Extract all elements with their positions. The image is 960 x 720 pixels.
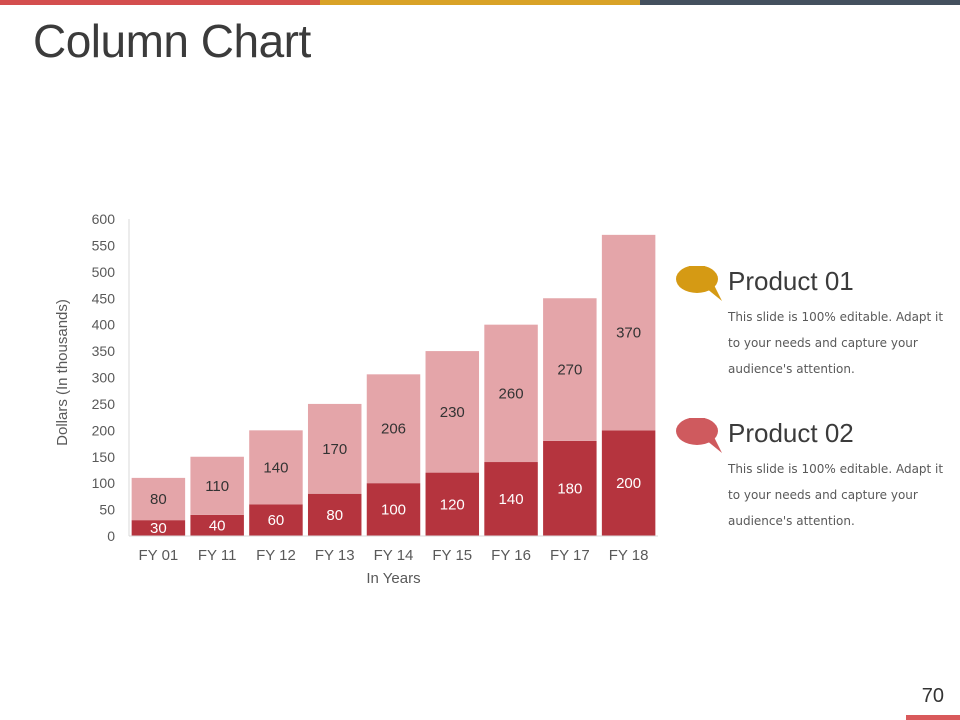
data-label: 140 bbox=[499, 491, 524, 508]
x-tick-label: FY 18 bbox=[609, 547, 649, 564]
y-tick-label: 350 bbox=[92, 343, 116, 359]
top-accent-segment-slate bbox=[640, 0, 960, 5]
bar-product-02 bbox=[366, 483, 421, 536]
y-tick-label: 200 bbox=[92, 422, 116, 438]
top-accent-segment-gold bbox=[320, 0, 640, 5]
slide-title: Column Chart bbox=[33, 15, 311, 67]
x-tick-label: FY 11 bbox=[198, 547, 237, 564]
y-tick-label: 50 bbox=[99, 502, 115, 518]
bar-product-01 bbox=[366, 374, 421, 484]
bar-product-02 bbox=[425, 472, 480, 536]
data-label: 60 bbox=[268, 512, 285, 529]
x-tick-label: FY 15 bbox=[432, 547, 472, 564]
bar-product-01 bbox=[131, 477, 186, 521]
legend-description: This slide is 100% editable. Adapt it to… bbox=[728, 462, 944, 528]
data-label: 100 bbox=[381, 502, 406, 519]
y-tick-label: 0 bbox=[107, 528, 115, 544]
y-tick-label: 600 bbox=[92, 211, 116, 227]
y-tick-label: 400 bbox=[92, 317, 116, 333]
bar-product-01 bbox=[249, 430, 303, 505]
bar-product-01 bbox=[601, 234, 656, 431]
x-tick-label: FY 01 bbox=[139, 547, 179, 564]
legend-title: Product 02 bbox=[728, 418, 854, 448]
legend-title: Product 01 bbox=[728, 266, 854, 296]
data-label: 80 bbox=[150, 491, 167, 508]
column-chart: 0 50 100 150 200 250 300 350 400 450 500 550 600 30 80… bbox=[54, 211, 658, 587]
y-tick-label: 250 bbox=[92, 396, 116, 412]
legend-description: This slide is 100% editable. Adapt it to… bbox=[728, 310, 944, 376]
x-tick-label: FY 14 bbox=[374, 547, 414, 564]
x-tick-label: FY 12 bbox=[256, 547, 296, 564]
x-tick-label: FY 13 bbox=[315, 547, 355, 564]
y-tick-label: 450 bbox=[92, 290, 116, 306]
data-label: 370 bbox=[616, 325, 641, 342]
page-number: 70 bbox=[921, 685, 944, 707]
data-label: 170 bbox=[322, 441, 347, 458]
y-tick-label: 100 bbox=[92, 475, 116, 491]
corner-accent-bar bbox=[906, 715, 960, 720]
top-accent-bar bbox=[0, 0, 960, 5]
x-axis-title: In Years bbox=[366, 570, 420, 587]
x-tick-label: FY 16 bbox=[491, 547, 531, 564]
data-label: 180 bbox=[557, 480, 582, 497]
bar-product-02 bbox=[484, 462, 538, 536]
data-label: 40 bbox=[209, 517, 226, 534]
bar-product-02 bbox=[307, 493, 362, 536]
data-label: 110 bbox=[205, 478, 229, 495]
data-label: 230 bbox=[440, 404, 465, 421]
bar-product-01 bbox=[190, 456, 244, 515]
speech-bubble-icon bbox=[676, 418, 722, 453]
y-axis-title: Dollars (In thousands) bbox=[54, 299, 71, 446]
data-label: 120 bbox=[440, 496, 465, 513]
data-label: 206 bbox=[381, 421, 406, 438]
data-label: 140 bbox=[263, 459, 288, 476]
bar-product-02 bbox=[190, 514, 244, 536]
data-label: 260 bbox=[499, 385, 524, 402]
bar-product-01 bbox=[307, 403, 362, 494]
top-accent-segment-red bbox=[0, 0, 320, 5]
speech-bubble-icon bbox=[676, 266, 722, 301]
data-label: 200 bbox=[616, 475, 641, 492]
y-tick-label: 500 bbox=[92, 264, 116, 280]
data-label: 270 bbox=[557, 362, 582, 379]
bar-product-01 bbox=[543, 298, 597, 441]
bar-product-01 bbox=[484, 324, 538, 463]
x-tick-label: FY 17 bbox=[550, 547, 590, 564]
y-tick-label: 550 bbox=[92, 237, 116, 253]
bar-product-02 bbox=[601, 430, 656, 536]
bar-product-01 bbox=[425, 351, 480, 473]
data-label: 80 bbox=[326, 507, 343, 524]
data-label: 30 bbox=[150, 520, 167, 537]
bar-product-02 bbox=[249, 504, 303, 536]
bar-product-02 bbox=[131, 520, 186, 536]
y-tick-label: 300 bbox=[92, 370, 116, 386]
y-tick-label: 150 bbox=[92, 449, 116, 465]
bar-product-02 bbox=[543, 440, 597, 536]
